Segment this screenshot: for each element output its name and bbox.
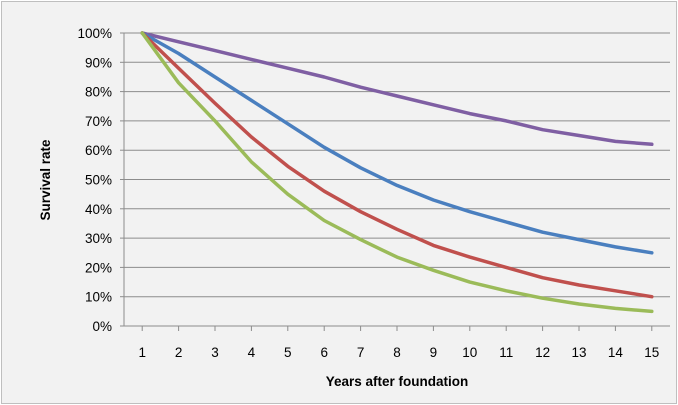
y-tick-label-70: 70% bbox=[85, 114, 112, 129]
x-tick-label-13: 13 bbox=[571, 345, 586, 360]
x-tick-label-4: 4 bbox=[248, 345, 256, 360]
y-tick-labels: 0% 10% 20% 30% 40% 50% 60% 70% 80% 90% 100% bbox=[77, 26, 112, 334]
y-tick-label-100: 100% bbox=[77, 26, 112, 41]
x-tick-label-6: 6 bbox=[320, 345, 328, 360]
y-tick-label-40: 40% bbox=[85, 202, 112, 217]
x-tick-label-14: 14 bbox=[608, 345, 624, 360]
x-tick-label-9: 9 bbox=[430, 345, 438, 360]
x-tick-label-7: 7 bbox=[357, 345, 365, 360]
series-line-2 bbox=[140, 31, 654, 255]
y-tick-label-30: 30% bbox=[85, 231, 112, 246]
x-tick-label-8: 8 bbox=[393, 345, 401, 360]
y-tick-label-20: 20% bbox=[85, 260, 112, 275]
axes bbox=[120, 32, 670, 331]
x-tick-label-1: 1 bbox=[138, 345, 146, 360]
y-tick-label-60: 60% bbox=[85, 143, 112, 158]
series-line-3 bbox=[140, 31, 654, 299]
series-line-4 bbox=[140, 31, 654, 314]
x-tick-label-10: 10 bbox=[462, 345, 477, 360]
y-tick-label-80: 80% bbox=[85, 85, 112, 100]
x-tick-label-3: 3 bbox=[211, 345, 219, 360]
series-lines bbox=[140, 31, 654, 314]
y-tick-label-90: 90% bbox=[85, 55, 112, 70]
x-tick-label-12: 12 bbox=[535, 345, 550, 360]
x-tick-label-15: 15 bbox=[644, 345, 659, 360]
series-line-1 bbox=[140, 31, 654, 147]
x-tick-labels: 1 2 3 4 5 6 7 8 9 10 11 12 13 14 15 bbox=[138, 345, 659, 360]
y-tick-label-0: 0% bbox=[92, 319, 112, 334]
y-tick-label-10: 10% bbox=[85, 290, 112, 305]
x-tick-label-5: 5 bbox=[284, 345, 292, 360]
x-tick-label-11: 11 bbox=[499, 345, 513, 360]
x-tick-label-2: 2 bbox=[175, 345, 183, 360]
x-axis-title: Years after foundation bbox=[326, 374, 469, 389]
y-tick-label-50: 50% bbox=[85, 173, 112, 188]
y-axis-title: Survival rate bbox=[38, 139, 53, 221]
gridlines bbox=[124, 32, 670, 298]
